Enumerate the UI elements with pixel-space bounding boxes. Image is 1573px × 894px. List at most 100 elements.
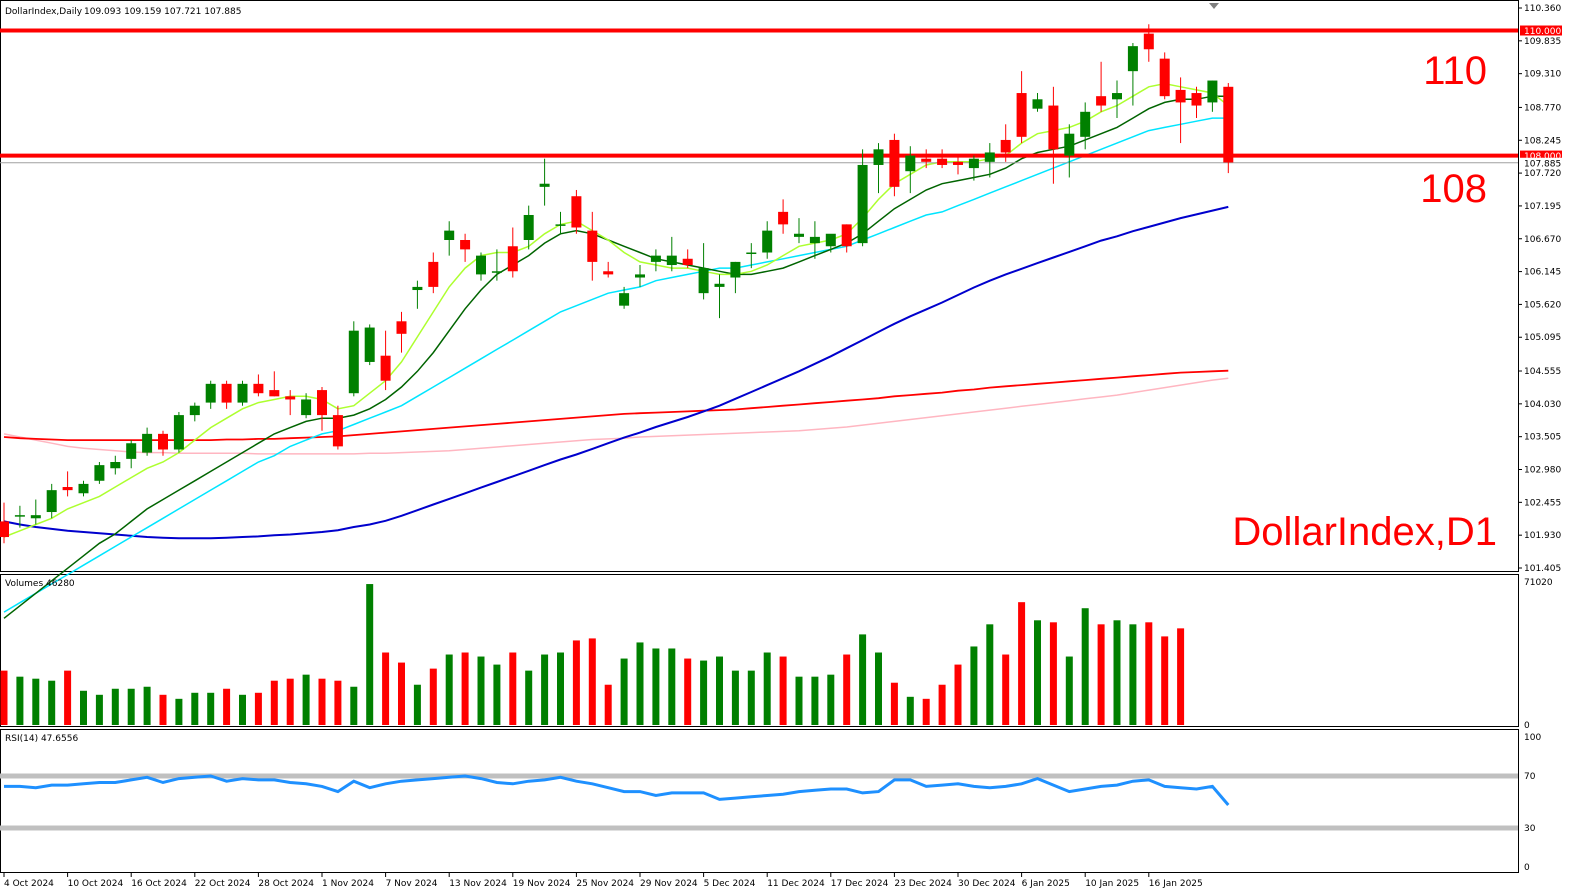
volume-bar (716, 656, 723, 725)
candle-body (158, 433, 168, 450)
candle (523, 205, 534, 250)
candle-body (237, 383, 248, 403)
candle (142, 427, 153, 456)
candle (94, 462, 105, 484)
candle (762, 221, 773, 259)
candle (539, 158, 550, 206)
candle-body (857, 164, 868, 244)
candle (1064, 124, 1075, 178)
price-axis-label: 106.670 (1524, 235, 1561, 245)
rsi-indicator (0, 773, 1518, 831)
candle (173, 411, 184, 453)
time-axis-label: 10 Oct 2024 (68, 879, 124, 889)
candle (1112, 80, 1122, 119)
volume-bar (429, 668, 437, 725)
time-axis-label: 29 Nov 2024 (640, 879, 698, 889)
volume-bar (286, 678, 294, 725)
price-axis-label: 103.505 (1524, 433, 1561, 443)
volume-bar (652, 648, 660, 725)
candle (507, 227, 518, 278)
volume-bar (1081, 608, 1089, 725)
candle-body (380, 355, 391, 381)
candle (1223, 83, 1234, 174)
candle (189, 402, 200, 422)
candle (396, 311, 407, 353)
volume-bar (32, 678, 40, 725)
candle (1080, 102, 1091, 150)
volume-bar (1018, 602, 1026, 725)
volume-bar (986, 624, 994, 725)
volume-bar (16, 676, 24, 725)
price-axis-label: 105.620 (1524, 300, 1561, 310)
candle-body (332, 415, 343, 447)
time-axis-label: 11 Dec 2024 (767, 879, 825, 889)
candle-body (1223, 86, 1234, 163)
candle-body (1207, 80, 1218, 103)
volume-bar (350, 686, 358, 725)
candle (364, 324, 375, 366)
candle (317, 386, 327, 431)
volume-pane-frame (0, 574, 1519, 727)
ohlc-label: 109.093 109.159 107.721 107.885 (84, 7, 241, 17)
volume-bar (334, 680, 342, 725)
candle (571, 189, 582, 234)
candle-body (110, 462, 121, 469)
candle-body (1143, 33, 1154, 50)
chart-shift-marker[interactable] (1209, 3, 1219, 9)
volume-bar (318, 678, 326, 725)
volume-bar (700, 660, 708, 725)
candle (1159, 52, 1170, 100)
candle-body (778, 211, 789, 225)
volume-bar (747, 670, 755, 725)
candle (253, 374, 264, 397)
volume-bar (620, 658, 628, 725)
candle (348, 321, 359, 397)
candle-body (1032, 99, 1043, 109)
candle-body (1080, 111, 1091, 137)
price-axis-label: 105.095 (1524, 333, 1561, 343)
volume-axis-label: 71020 (1524, 578, 1553, 588)
volume-bar (541, 654, 549, 725)
time-axis-label: 6 Jan 2025 (1022, 879, 1070, 889)
candle-body (142, 433, 153, 453)
candle-body (269, 390, 280, 397)
candles (0, 24, 1234, 544)
candle-body (94, 465, 105, 481)
volume-bar (922, 698, 930, 725)
rsi-axis-label: 100 (1524, 733, 1541, 743)
price-axis-label: 107.195 (1524, 202, 1561, 212)
watermark-label: DollarIndex,D1 (1232, 510, 1497, 554)
volume-bar (795, 676, 803, 725)
rsi-pane-frame (0, 729, 1519, 873)
candle-body (285, 396, 296, 400)
volume-bar (875, 652, 882, 725)
volume-bar (1097, 624, 1105, 725)
candle (1191, 86, 1202, 119)
candle (1096, 61, 1107, 112)
candle-body (1159, 58, 1170, 97)
volume-bar (461, 652, 469, 725)
candle (650, 249, 661, 272)
candle-body (1064, 133, 1075, 156)
candle-body (46, 490, 57, 513)
candle-body (841, 224, 852, 247)
candle-body (364, 327, 375, 362)
candle-body (635, 274, 645, 278)
candle (682, 249, 693, 269)
candle-body (301, 399, 312, 416)
volume-bar (1145, 622, 1153, 725)
candle (332, 405, 343, 450)
ma-200-line (3, 369, 1229, 442)
volume-bar (588, 638, 596, 725)
candle-body (173, 415, 184, 450)
candle-body (1175, 89, 1186, 103)
main-pane-frame (0, 0, 1519, 572)
candle (126, 440, 137, 469)
candle (1127, 43, 1138, 106)
candle-body (603, 271, 614, 275)
volume-bar (811, 676, 819, 725)
candle (698, 243, 709, 300)
candle-body (889, 139, 900, 187)
volume-bar (175, 698, 183, 725)
candle-body (78, 483, 89, 494)
